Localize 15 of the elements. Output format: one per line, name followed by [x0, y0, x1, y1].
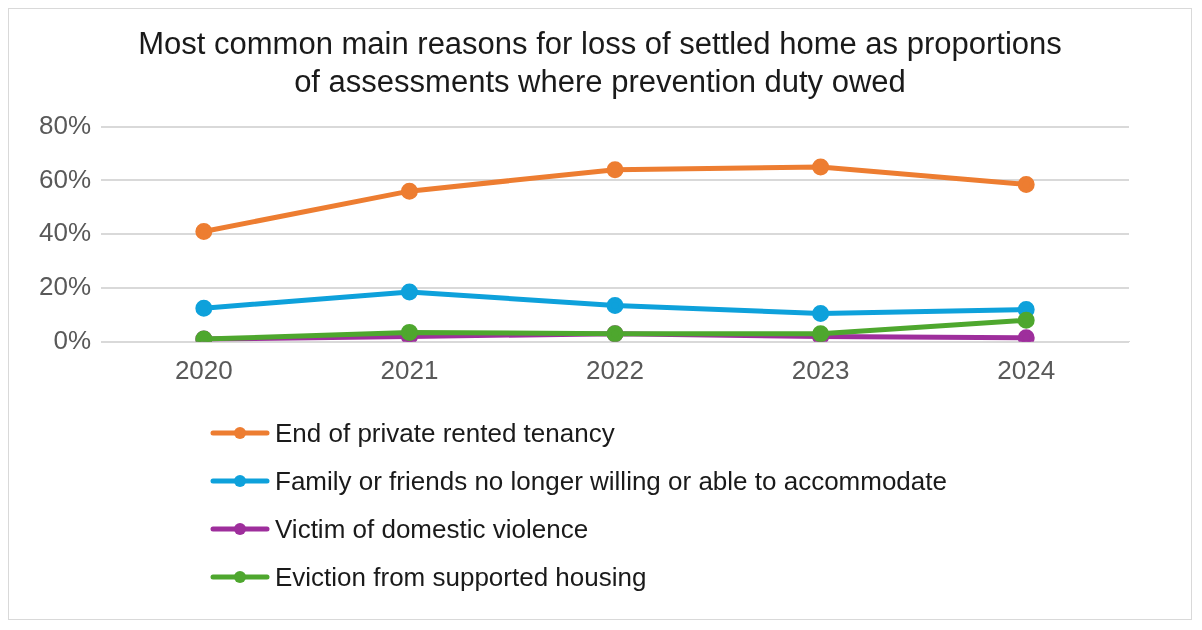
x-tick-label: 2022	[586, 354, 644, 385]
y-tick-label: 40%	[38, 217, 92, 248]
chart-title: Most common main reasons for loss of settled home as proportions of assessments where prevention duty owed	[137, 25, 1063, 101]
x-tick-label: 2023	[791, 354, 850, 385]
legend-label: Eviction from supported housing	[275, 561, 647, 593]
legend-label: End of private rented tenancy	[275, 417, 615, 449]
x-tick-label: 2020	[174, 354, 233, 385]
y-tick-label: 80%	[38, 109, 92, 140]
y-tick-label: 60%	[38, 163, 92, 194]
x-tick-label: 2024	[997, 354, 1056, 385]
y-tick-label: 0%	[53, 324, 92, 355]
legend-label: Victim of domestic violence	[275, 513, 589, 545]
x-tick-label: 2021	[380, 354, 439, 385]
legend-label: Family or friends no longer willing or able to accommodate	[275, 465, 947, 497]
y-tick-label: 20%	[38, 271, 92, 302]
